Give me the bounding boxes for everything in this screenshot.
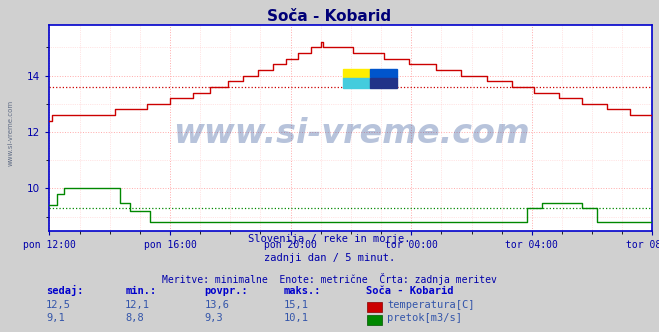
Text: Slovenija / reke in morje.: Slovenija / reke in morje.	[248, 234, 411, 244]
Text: 8,8: 8,8	[125, 313, 144, 323]
Text: povpr.:: povpr.:	[204, 286, 248, 296]
Text: zadnji dan / 5 minut.: zadnji dan / 5 minut.	[264, 253, 395, 263]
Text: www.si-vreme.com: www.si-vreme.com	[8, 100, 14, 166]
Bar	[370, 69, 397, 78]
Text: 12,1: 12,1	[125, 300, 150, 310]
Text: Soča - Kobarid: Soča - Kobarid	[268, 9, 391, 24]
Text: Meritve: minimalne  Enote: metrične  Črta: zadnja meritev: Meritve: minimalne Enote: metrične Črta:…	[162, 273, 497, 285]
Text: maks.:: maks.:	[283, 286, 321, 296]
Text: 10,1: 10,1	[283, 313, 308, 323]
Text: 9,3: 9,3	[204, 313, 223, 323]
Text: 13,6: 13,6	[204, 300, 229, 310]
Text: sedaj:: sedaj:	[46, 285, 84, 296]
Bar	[370, 78, 397, 88]
Text: 15,1: 15,1	[283, 300, 308, 310]
Text: Soča - Kobarid: Soča - Kobarid	[366, 286, 453, 296]
Bar	[343, 78, 370, 88]
Text: min.:: min.:	[125, 286, 156, 296]
Text: 12,5: 12,5	[46, 300, 71, 310]
Text: temperatura[C]: temperatura[C]	[387, 300, 475, 310]
Text: pretok[m3/s]: pretok[m3/s]	[387, 313, 463, 323]
Bar	[343, 69, 370, 78]
Text: www.si-vreme.com: www.si-vreme.com	[173, 118, 529, 150]
Text: 9,1: 9,1	[46, 313, 65, 323]
